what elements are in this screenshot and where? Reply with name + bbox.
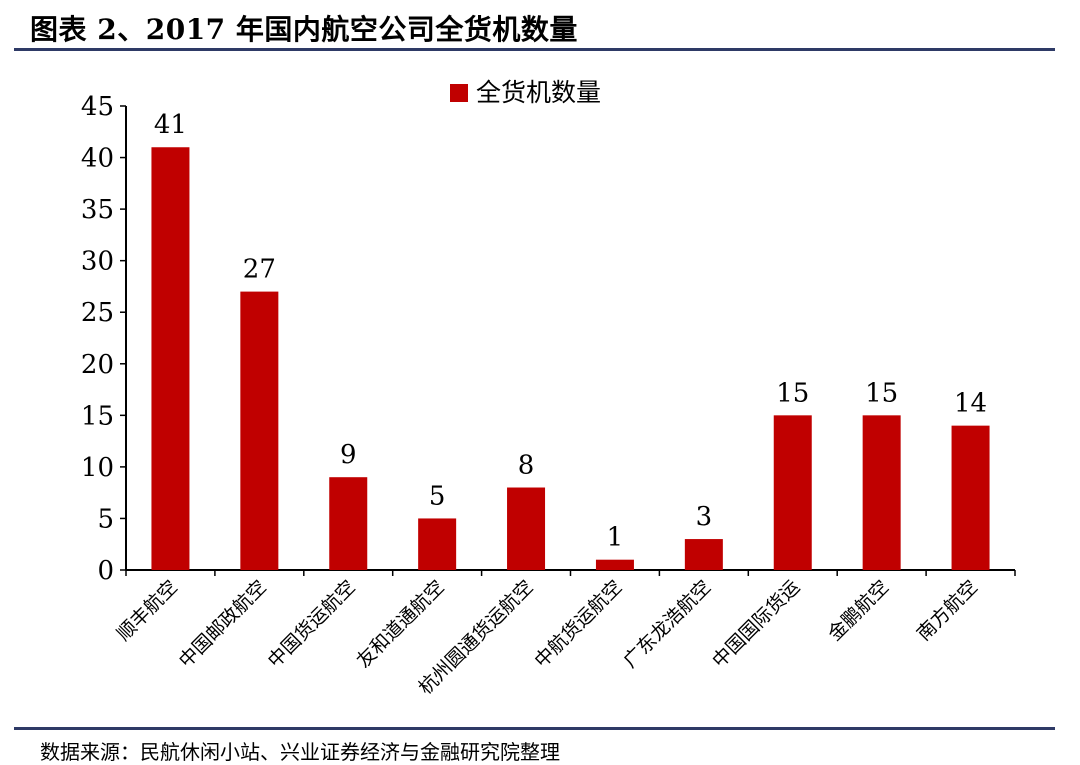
- legend: 全货机数量: [450, 78, 601, 107]
- data-label: 15: [776, 378, 809, 408]
- category-label: 中国邮政航空: [175, 576, 271, 672]
- data-label: 1: [607, 523, 624, 553]
- footer-divider: [14, 727, 1055, 730]
- data-labels: 41 27 9 5 8 1 3 15 15 14: [154, 110, 987, 552]
- y-tick-label: 15: [81, 401, 114, 431]
- y-tick-label: 20: [81, 350, 114, 380]
- bar: [507, 487, 546, 570]
- category-label: 中国国际货运: [708, 576, 804, 672]
- bar: [240, 291, 279, 570]
- data-label: 8: [518, 451, 535, 481]
- bar: [595, 559, 634, 570]
- category-label: 顺丰航空: [113, 576, 182, 645]
- bar: [684, 539, 723, 570]
- data-label: 41: [154, 110, 187, 140]
- y-tick-label: 45: [81, 92, 114, 122]
- legend-label: 全货机数量: [476, 78, 601, 107]
- y-tick-label: 35: [81, 195, 114, 225]
- bar: [418, 518, 457, 570]
- category-labels: 顺丰航空中国邮政航空中国货运航空友和道通航空杭州圆通货运航空中航货运航空广东龙浩…: [113, 576, 982, 699]
- y-tick-label: 10: [81, 453, 114, 483]
- category-label: 中国货运航空: [264, 576, 360, 672]
- category-label: 友和道通航空: [353, 576, 449, 672]
- data-label: 27: [243, 255, 276, 285]
- legend-swatch: [450, 84, 468, 102]
- y-tick-label: 0: [97, 556, 114, 586]
- data-label: 3: [696, 502, 713, 532]
- category-label: 南方航空: [913, 576, 982, 645]
- bar: [329, 477, 368, 570]
- category-label: 广东龙浩航空: [619, 576, 715, 672]
- bar: [151, 147, 190, 570]
- category-label: 金鹏航空: [824, 576, 893, 645]
- figure-title: 图表 2、2017 年国内航空公司全货机数量: [30, 13, 578, 46]
- data-label: 14: [954, 389, 987, 419]
- bar: [862, 415, 901, 570]
- y-tick-label: 30: [81, 247, 114, 277]
- data-label: 5: [429, 481, 446, 511]
- y-tick-label: 25: [81, 298, 114, 328]
- data-label: 9: [340, 440, 357, 470]
- bars: [151, 147, 990, 570]
- category-label: 中航货运航空: [530, 576, 626, 672]
- title-divider: [14, 48, 1055, 51]
- source-note: 数据来源：民航休闲小站、兴业证券经济与金融研究院整理: [40, 740, 560, 764]
- y-tick-label: 40: [81, 144, 114, 174]
- bar: [951, 425, 990, 570]
- data-label: 15: [865, 378, 898, 408]
- y-tick-label: 5: [97, 504, 114, 534]
- bar: [773, 415, 812, 570]
- bar-chart: 全货机数量 0 5 10 15 20 25 30 35 40 45 41 27 9 5 8 1 3 15 15 14…: [81, 78, 1016, 699]
